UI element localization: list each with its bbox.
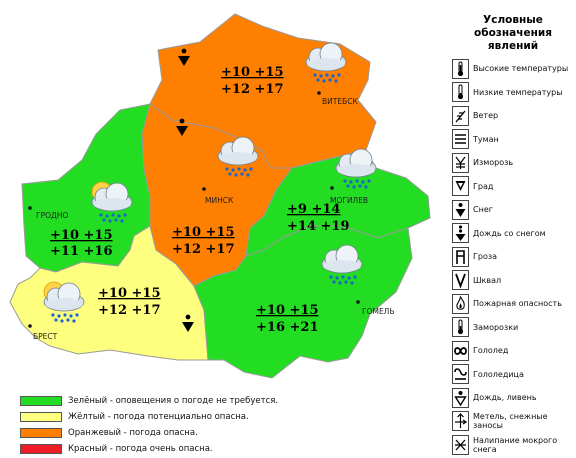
legend-label-snow-accretion: Налипание мокрого снега [473,435,558,454]
legend-item-hail: Град [452,175,574,199]
rime-icon [452,152,469,173]
phenomena-legend: Условные обозначения явлений Высокие тем… [452,14,574,457]
legend-item-frost: Заморозки [452,316,574,340]
legend-text-green: Зелёный - оповещения о погоде не требует… [68,396,279,406]
legend-item-sleet: Дождь со снегом [452,222,574,246]
legend-row-red: Красный - погода очень опасна. [20,441,278,457]
legend-item-fire-danger: Пожарная опасность [452,292,574,316]
legend-label-thunderstorm: Гроза [473,252,498,262]
legend-row-yellow: Жёлтый - погода потенциально опасна. [20,409,278,425]
city-dot-brest [28,324,32,328]
blizzard-icon [452,411,469,432]
legend-label-snow: Снег [473,205,493,215]
city-label-brest: БРЕСТ [33,332,58,341]
legend-label-black-ice: Гололедица [473,369,524,379]
legend-text-orange: Оранжевый - погода опасна. [68,428,198,438]
legend-swatch-yellow [20,412,62,422]
frost-icon [452,317,469,338]
legend-label-fog: Туман [473,134,499,144]
minsk-temp-day: +12 +17 [172,242,235,257]
legend-item-thunderstorm: Гроза [452,245,574,269]
legend-swatch-red [20,444,62,454]
legend-row-orange: Оранжевый - погода опасна. [20,425,278,441]
gomel-temp-night: +10 +15 [256,303,319,318]
legend-label-blizzard: Метель, снежные заносы [473,412,548,431]
sleet-icon [452,223,469,244]
wind-icon [452,105,469,126]
gomel-temp-day: +16 +21 [256,320,319,335]
legend-item-squall: Шквал [452,269,574,293]
brest-temp-day: +12 +17 [98,303,161,318]
low-temperature-icon [452,82,469,103]
thunderstorm-icon [452,246,469,267]
black-ice-icon [452,364,469,385]
city-label-vitebsk: ВИТЕБСК [322,97,358,106]
grodno-temp-night: +10 +15 [50,228,113,243]
belarus-weather-map: ВИТЕБСК МИНСК ГРОДНО МОГИЛЕВ БРЕСТ ГОМЕЛ… [9,13,431,379]
legend-text-yellow: Жёлтый - погода потенциально опасна. [68,412,249,422]
squall-icon [452,270,469,291]
legend-swatch-orange [20,428,62,438]
legend-label-wind: Ветер [473,111,499,121]
legend-swatch-green [20,396,62,406]
legend-item-high-temperature: Высокие температуры [452,57,574,81]
grodno-temp-day: +11 +16 [50,244,113,259]
legend-label-frost: Заморозки [473,322,519,332]
legend-item-black-ice: Гололедица [452,363,574,387]
legend-label-sleet: Дождь со снегом [473,228,546,238]
legend-label-hail: Град [473,181,494,191]
rain-shower-icon [452,387,469,408]
city-label-mogilev: МОГИЛЕВ [330,196,368,205]
legend-text-red: Красный - погода очень опасна. [68,444,213,454]
mogilev-temp-day: +14 +19 [287,219,350,234]
legend-label-fire-danger: Пожарная опасность [473,299,562,309]
legend-label-glaze-ice: Гололед [473,346,509,356]
legend-item-wind: Ветер [452,104,574,128]
city-label-gomel: ГОМЕЛЬ [362,307,394,316]
city-label-minsk: МИНСК [205,196,234,205]
phenomena-legend-title-line2: обозначения явлений [474,27,552,52]
city-dot-vitebsk [317,91,321,95]
mogilev-temp-night: +9 +14 [287,202,340,217]
hail-icon [452,176,469,197]
vitebsk-temp-night: +10 +15 [221,65,284,80]
legend-item-blizzard: Метель, снежные заносы [452,410,574,434]
fog-icon [452,129,469,150]
legend-item-glaze-ice: Гололед [452,339,574,363]
legend-item-rime: Изморозь [452,151,574,175]
legend-item-snow-accretion: Налипание мокрого снега [452,433,574,457]
city-dot-mogilev [330,186,334,190]
city-dot-gomel [356,300,360,304]
city-label-grodno: ГРОДНО [36,211,68,220]
legend-item-fog: Туман [452,128,574,152]
legend-label-rain-shower: Дождь, ливень [473,393,537,403]
vitebsk-temp-day: +12 +17 [221,82,284,97]
fire-danger-icon [452,293,469,314]
legend-label-rime: Изморозь [473,158,514,168]
legend-label-squall: Шквал [473,275,502,285]
legend-label-low-temperature: Низкие температуры [473,87,563,97]
city-dot-grodno [28,206,32,210]
legend-label-high-temperature: Высокие температуры [473,64,569,74]
phenomena-legend-title: Условные обозначения явлений [452,14,574,53]
legend-item-rain-shower: Дождь, ливень [452,386,574,410]
high-temperature-icon [452,58,469,79]
legend-item-low-temperature: Низкие температуры [452,81,574,105]
snow-accretion-icon [452,434,469,455]
legend-row-green: Зелёный - оповещения о погоде не требует… [20,393,278,409]
minsk-temp-night: +10 +15 [172,225,235,240]
city-dot-minsk [202,187,206,191]
snow-icon [452,199,469,220]
legend-item-snow: Снег [452,198,574,222]
glaze-ice-icon [452,340,469,361]
brest-temp-night: +10 +15 [98,286,161,301]
phenomena-legend-title-line1: Условные [483,14,543,26]
warning-level-legend: Зелёный - оповещения о погоде не требует… [20,393,278,457]
